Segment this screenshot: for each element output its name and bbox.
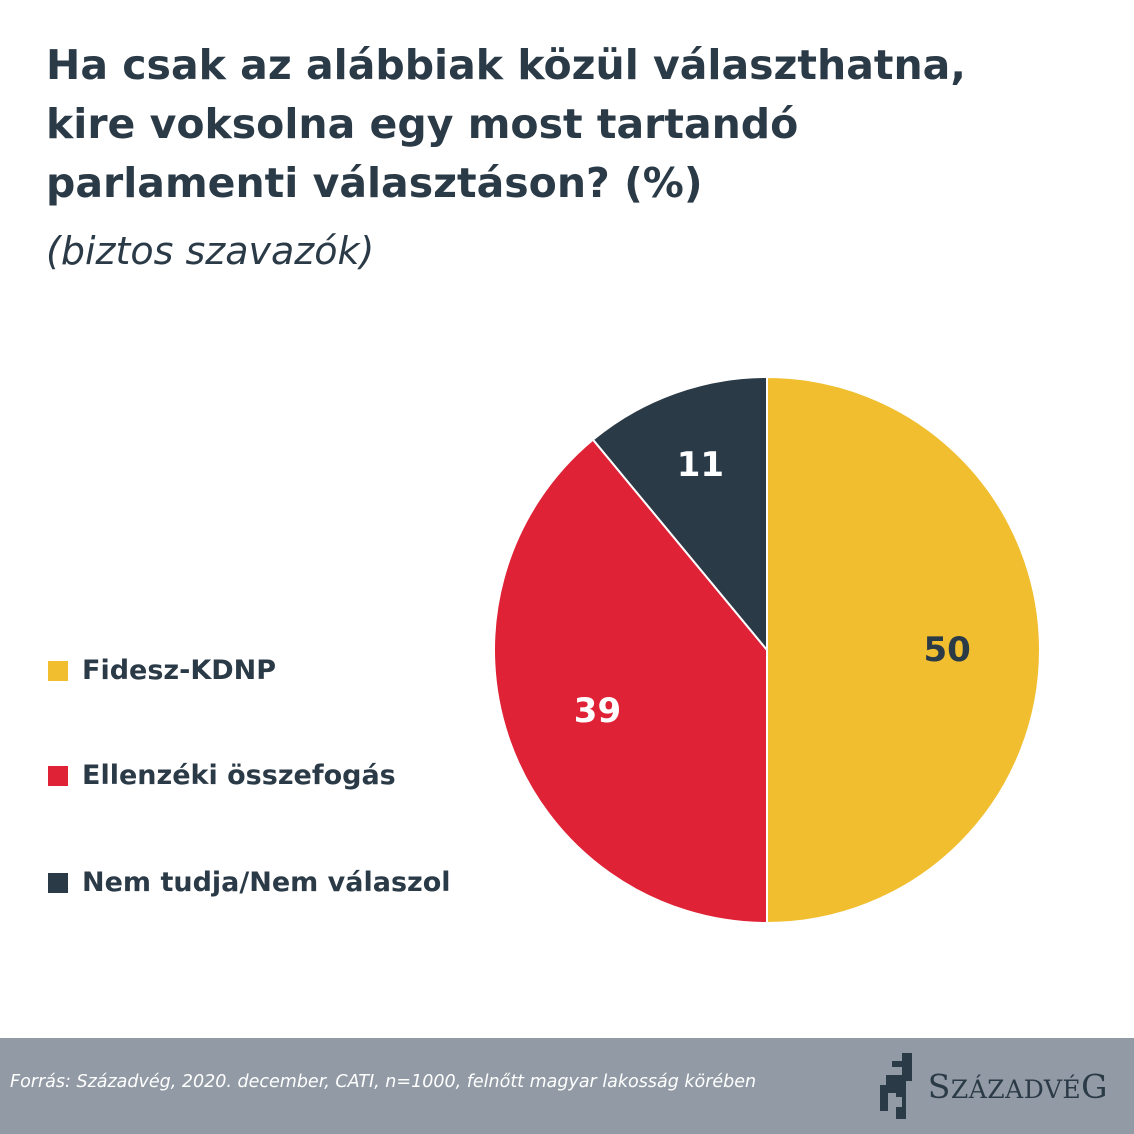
pie-chart: 50 39 11 xyxy=(493,375,1041,925)
source-note: Forrás: Századvég, 2020. december, CATI,… xyxy=(10,1072,757,1092)
legend-swatch-nem-tudja xyxy=(48,872,68,893)
legend-label-fidesz-kdnp: Fidesz-KDNP xyxy=(82,655,277,686)
legend-item-fidesz-kdnp: Fidesz-KDNP xyxy=(48,655,276,686)
chart-legend: Fidesz-KDNP Ellenzéki összefogás Nem tud… xyxy=(48,0,508,1000)
title-line-1: Ha csak az alábbiak közül választhatna, xyxy=(46,41,966,89)
footer-bar: Forrás: Századvég, 2020. december, CATI,… xyxy=(0,1038,1134,1134)
legend-label-ellenzeki-osszefogas: Ellenzéki összefogás xyxy=(82,760,396,791)
logo-letter-g: G xyxy=(1081,1066,1108,1106)
legend-item-nem-tudja: Nem tudja/Nem válaszol xyxy=(48,867,451,898)
title-line-3: parlamenti választáson? (%) xyxy=(46,159,703,207)
data-label-nem-tudja: 11 xyxy=(677,445,724,485)
title-line-2: kire voksolna egy most tartandó xyxy=(46,100,799,148)
pie-slice-fidesz-kdnp xyxy=(766,375,1041,925)
legend-swatch-ellenzeki-osszefogas xyxy=(48,765,68,786)
data-label-fidesz-kdnp: 50 xyxy=(924,630,971,670)
pie-slice-ellenzeki-osszefogas xyxy=(493,438,768,925)
chart-subtitle: (biztos szavazók) xyxy=(46,229,375,273)
logo-wordmark: SZÁZADVÉG xyxy=(928,1067,1108,1106)
data-label-ellenzeki-osszefogas: 39 xyxy=(574,691,621,731)
logo-letter-s: S xyxy=(927,1066,951,1106)
legend-swatch-fidesz-kdnp xyxy=(48,660,68,681)
legend-item-ellenzeki-osszefogas: Ellenzéki összefogás xyxy=(48,760,396,791)
chart-title: Ha csak az alábbiak közül választhatna, … xyxy=(46,36,1086,213)
szazadveg-logo-icon xyxy=(879,1053,912,1119)
szazadveg-logo: SZÁZADVÉG xyxy=(872,1050,1108,1122)
legend-label-nem-tudja: Nem tudja/Nem válaszol xyxy=(82,867,451,898)
pie-slice-nem-tudja xyxy=(591,375,768,653)
logo-letters-middle: ZÁZADVÉ xyxy=(950,1074,1082,1104)
